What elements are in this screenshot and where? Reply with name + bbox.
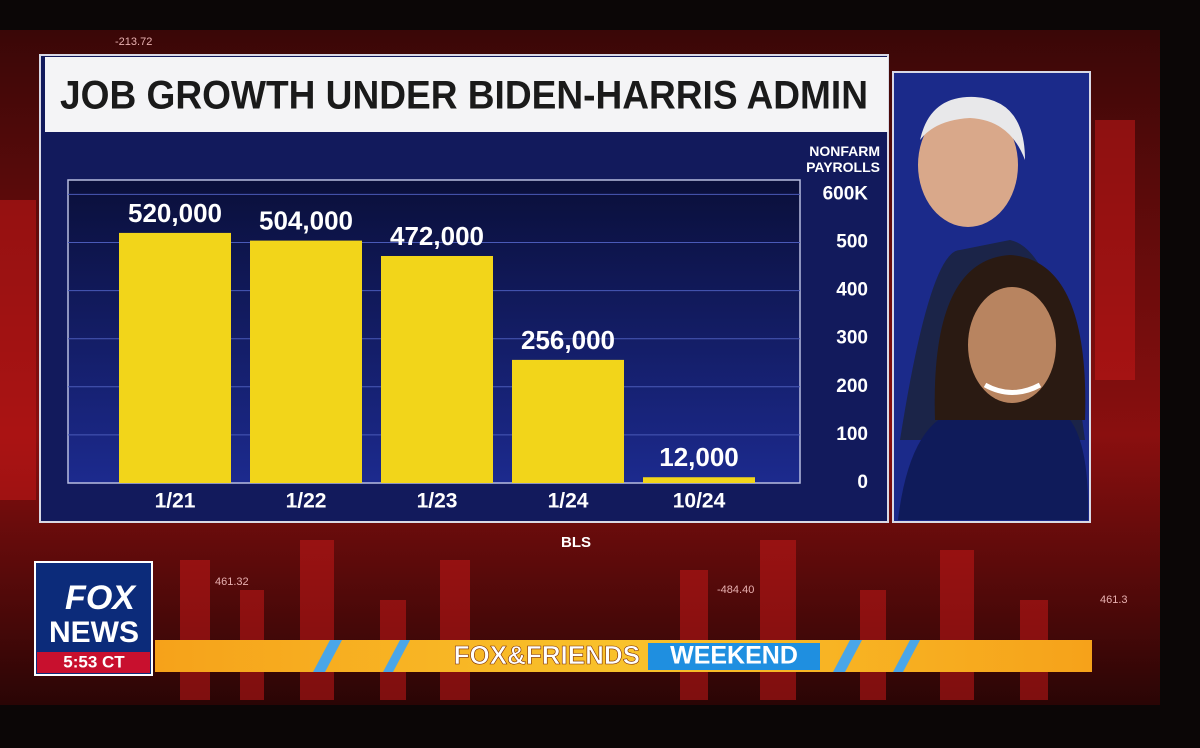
value-label: 256,000 [521,325,615,355]
banner-stripes [313,640,920,672]
show-name: FOX&FRIENDS [454,640,640,670]
value-label: 472,000 [390,221,484,251]
value-label: 12,000 [659,442,739,472]
title-bar [45,57,888,132]
ticker-group: -213.72 461.32 -484.40 461.3 [115,36,1128,606]
y-tick-label: 0 [857,472,868,493]
show-suffix: WEEKEND [670,642,798,670]
bar [381,255,493,483]
x-tick-label: 1/23 [417,490,458,513]
bar [643,477,755,483]
y-tick-label: 100 [836,424,868,445]
logo-top: FOX [65,579,137,617]
x-tick-label: 1/21 [155,490,196,513]
ticker: 461.3 [1100,594,1128,606]
x-tick-label: 1/22 [286,490,327,513]
bar [250,240,362,483]
bar [512,359,624,483]
x-tick-label: 10/24 [673,490,726,513]
x-tick-label: 1/24 [548,490,589,513]
y-tick-label: 200 [836,376,868,397]
ticker: -484.40 [717,584,754,596]
y-tick-label: 600K [823,183,869,204]
y-tick-label: 500 [836,232,868,253]
show-banner [155,640,1092,672]
value-label: 520,000 [128,198,222,228]
y-tick-label: 300 [836,328,868,349]
y-tick-label: 400 [836,280,868,301]
show-suffix-box [648,643,820,670]
photo-figures [898,96,1089,520]
y-axis-title: NONFARM PAYROLLS [806,143,880,175]
time-box [37,652,150,673]
plot: 0 100 200 300 400 500 600K 1/21 520,000 1/22 504,0… [68,183,869,513]
value-label: 504,000 [259,205,353,235]
bar [119,232,231,483]
ticker: 461.32 [215,576,249,588]
time: 5:53 CT [63,652,125,671]
logo-bottom: NEWS [49,616,139,649]
chart-title: JOB GROWTH UNDER BIDEN-HARRIS ADMIN [60,74,868,118]
ticker: -213.72 [115,36,152,48]
source: BLS [561,534,591,551]
